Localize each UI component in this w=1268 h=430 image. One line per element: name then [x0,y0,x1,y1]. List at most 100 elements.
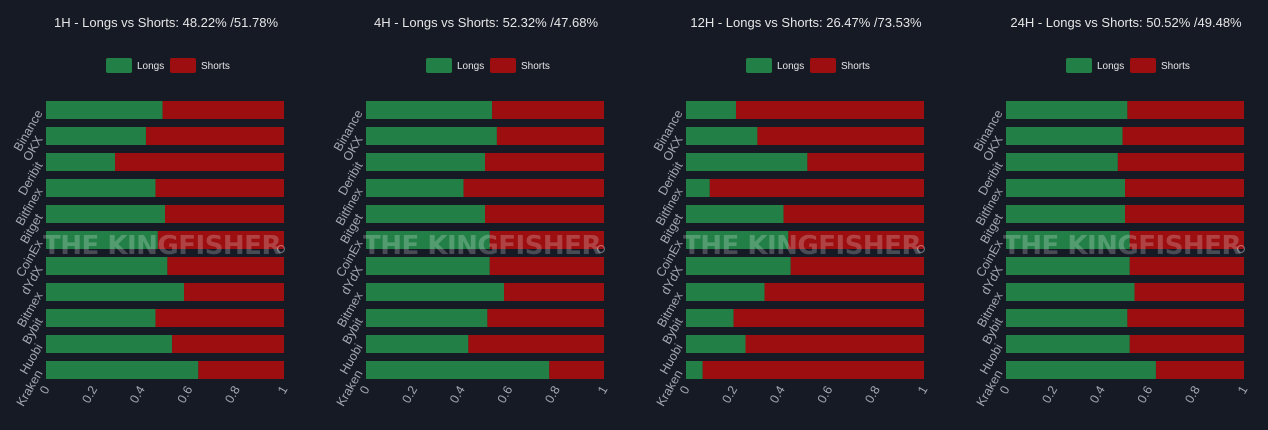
bar-longs-kraken [366,361,550,379]
x-axis: 0 0.2 0.4 0.6 0.8 1 [677,383,931,405]
chart-title: 4H - Longs vs Shorts: 52.32% /47.68% [374,15,598,30]
bar-longs-bitget [46,205,165,223]
bar-shorts-bitmex [184,283,284,301]
x-tick-label: 0.4 [447,383,468,405]
bar-shorts-kraken [198,361,284,379]
bar-longs-bitget [366,205,485,223]
watermark: THE KINGFISHER [1003,231,1241,261]
bar-longs-binance [686,101,736,119]
bar-shorts-bitfinex [463,179,604,197]
chart-title: 1H - Longs vs Shorts: 48.22% /51.78% [54,15,278,30]
bar-longs-bybit [366,309,488,327]
bar-shorts-okx [496,127,604,145]
legend-swatch-shorts [1130,58,1156,73]
legend-label-longs: Longs [777,61,804,72]
x-tick-label: 0 [357,383,373,396]
bar-longs-dydx [46,257,168,275]
legend-swatch-longs [1066,58,1092,73]
watermark-mark-icon [1236,244,1246,254]
x-tick-label: 0.4 [767,383,788,405]
bar-longs-bitmex [46,283,185,301]
x-axis: 0 0.2 0.4 0.6 0.8 1 [357,383,611,405]
x-tick-label: 0.8 [1182,383,1203,405]
legend-swatch-longs [426,58,452,73]
bar-shorts-coinex [489,231,604,249]
x-tick-label: 0.6 [815,383,836,405]
x-tick-label: 1 [1235,383,1251,396]
legend-swatch-shorts [810,58,836,73]
bar-longs-bybit [1006,309,1128,327]
legend-item-longs: Longs [746,58,804,73]
bar-shorts-okx [145,127,284,145]
bar-longs-huobi [1006,335,1130,353]
bar-longs-huobi [366,335,469,353]
bar-shorts-bitfinex [1125,179,1244,197]
watermark-mark-icon [276,244,286,254]
legend-swatch-longs [746,58,772,73]
bar-shorts-deribit [485,153,604,171]
x-tick-label: 0.8 [222,383,243,405]
bar-longs-bitmex [686,283,765,301]
x-tick-label: 0.2 [79,383,100,405]
category-axis: BinanceOKXDeribitBitfinexBitgetCoinExdYd… [11,107,46,408]
bar-longs-bitmex [1006,283,1135,301]
category-axis: BinanceOKXDeribitBitfinexBitgetCoinExdYd… [651,107,686,408]
legend-item-shorts: Shorts [170,58,230,73]
legend-label-longs: Longs [1097,61,1124,72]
bar-shorts-okx [757,127,924,145]
x-tick-label: 0.8 [862,383,883,405]
bar-shorts-huobi [745,335,924,353]
bar-longs-coinex [366,231,490,249]
bar-shorts-bitget [485,205,604,223]
legend-item-shorts: Shorts [490,58,550,73]
bar-shorts-coinex [1129,231,1244,249]
bar-longs-deribit [366,153,485,171]
x-tick-label: 0.6 [1135,383,1156,405]
x-tick-label: 0 [997,383,1013,396]
category-axis: BinanceOKXDeribitBitfinexBitgetCoinExdYd… [331,107,366,408]
bar-longs-okx [366,127,497,145]
bar-longs-deribit [1006,153,1118,171]
bar-longs-coinex [46,231,158,249]
bar-shorts-bitfinex [709,179,924,197]
bar-longs-coinex [1006,231,1130,249]
bar-longs-bitfinex [46,179,156,197]
x-axis: 0 0.2 0.4 0.6 0.8 1 [997,383,1251,405]
watermark-mark-icon [596,244,606,254]
chart-panel-2: 12H - Longs vs Shorts: 26.47% /73.53% Lon… [651,15,931,409]
bar-shorts-coinex [788,231,924,249]
x-axis: 0 0.2 0.4 0.6 0.8 1 [37,383,291,405]
bar-shorts-huobi [1129,335,1244,353]
bar-shorts-bitget [1125,205,1244,223]
legend-item-longs: Longs [426,58,484,73]
legend-label-longs: Longs [457,61,484,72]
legend-swatch-shorts [170,58,196,73]
bar-shorts-bybit [733,309,924,327]
legend-item-longs: Longs [106,58,164,73]
bar-shorts-okx [1122,127,1244,145]
x-tick-label: 0.6 [175,383,196,405]
bar-longs-bitfinex [366,179,464,197]
watermark: THE KINGFISHER [683,231,921,261]
bar-shorts-bitfinex [155,179,284,197]
x-tick-label: 1 [595,383,611,396]
x-tick-label: 0.2 [1039,383,1060,405]
watermark-mark-icon [916,244,926,254]
legend-swatch-longs [106,58,132,73]
bar-longs-binance [366,101,493,119]
legend-label-shorts: Shorts [201,61,230,72]
bar-shorts-binance [162,101,284,119]
bar-shorts-bitget [783,205,924,223]
legend-item-longs: Longs [1066,58,1124,73]
x-tick-label: 0.4 [127,383,148,405]
x-tick-label: 0 [37,383,53,396]
bar-shorts-bitmex [764,283,924,301]
bar-longs-bitfinex [686,179,710,197]
chart-panel-1: 4H - Longs vs Shorts: 52.32% /47.68% Long… [331,15,611,409]
bar-longs-huobi [686,335,746,353]
bar-longs-deribit [46,153,116,171]
chart-panel-3: 24H - Longs vs Shorts: 50.52% /49.48% Lon… [971,15,1251,409]
bar-shorts-bitmex [1134,283,1244,301]
bar-shorts-huobi [468,335,604,353]
